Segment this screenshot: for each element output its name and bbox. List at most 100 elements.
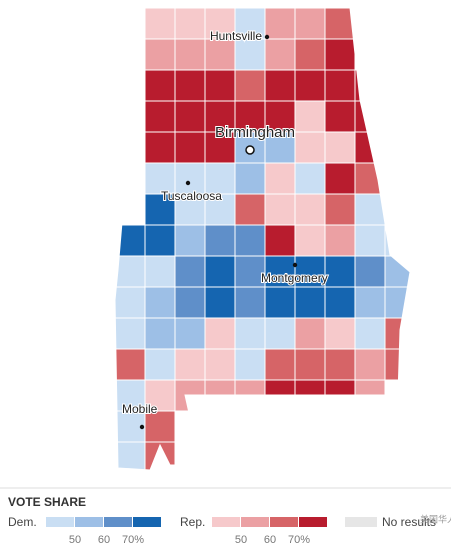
county [204, 286, 236, 319]
county [234, 8, 266, 40]
county [204, 255, 236, 288]
county [354, 131, 386, 164]
county [264, 8, 296, 40]
county [294, 348, 326, 381]
county [115, 317, 146, 350]
county [264, 131, 296, 164]
rep-tick-label: 70% [288, 534, 310, 546]
county [264, 286, 296, 319]
dem-swatch [104, 517, 132, 527]
county [324, 193, 356, 226]
county [174, 224, 206, 257]
county [174, 131, 206, 164]
county [234, 317, 266, 350]
county [204, 8, 236, 40]
county [354, 162, 386, 195]
county [294, 131, 326, 164]
rep-swatch [212, 517, 240, 527]
county [294, 38, 326, 71]
county [294, 100, 326, 133]
county [294, 286, 326, 319]
county [264, 100, 296, 133]
county [234, 38, 266, 71]
county [144, 255, 176, 288]
state-outline [114, 7, 411, 471]
county [354, 100, 386, 133]
county [264, 193, 296, 226]
county [174, 255, 206, 288]
county [324, 317, 356, 350]
county [234, 224, 266, 257]
county [234, 193, 266, 226]
county [204, 224, 236, 257]
county [174, 162, 206, 195]
county [174, 100, 206, 133]
city-marker [245, 145, 255, 155]
county [324, 286, 356, 319]
rep-label: Rep. [180, 515, 205, 529]
dem-tick-label: 60 [98, 534, 110, 546]
county [174, 69, 206, 102]
rep-swatch [270, 517, 298, 527]
county [144, 286, 176, 319]
county [294, 317, 326, 350]
county [144, 348, 176, 381]
county [354, 286, 386, 319]
county [384, 255, 410, 288]
city-marker [292, 262, 298, 268]
county [144, 441, 176, 470]
county [144, 38, 176, 71]
dem-tick-label: 50 [69, 534, 81, 546]
city-label: Birmingham [215, 124, 295, 141]
county [354, 255, 386, 288]
county [324, 255, 356, 288]
county [324, 131, 356, 164]
county [204, 38, 236, 71]
rep-swatch [299, 517, 327, 527]
dem-swatch [46, 517, 74, 527]
county [234, 69, 266, 102]
counties [115, 8, 410, 470]
legend-title: VOTE SHARE [8, 495, 86, 509]
county [144, 8, 176, 40]
county [204, 100, 236, 133]
county [294, 224, 326, 257]
county [144, 69, 176, 102]
dem-label: Dem. [8, 515, 37, 529]
city-label: Tuscaloosa [161, 189, 222, 203]
county [294, 193, 326, 226]
county [324, 348, 356, 381]
cities: Huntsville Birmingham Tuscaloosa Montgomery… [121, 28, 329, 430]
county [264, 162, 296, 195]
county [144, 224, 176, 257]
county [115, 255, 146, 288]
county [144, 317, 176, 350]
rep-swatch [241, 517, 269, 527]
county [324, 8, 356, 40]
county [264, 255, 296, 288]
county [174, 8, 206, 40]
county [294, 69, 326, 102]
county [204, 162, 236, 195]
county [264, 69, 296, 102]
county [384, 286, 410, 319]
county [174, 286, 206, 319]
dem-tick-label: 70% [122, 534, 144, 546]
county [174, 317, 206, 350]
county [384, 348, 410, 381]
county [294, 162, 326, 195]
county [324, 162, 356, 195]
county [324, 224, 356, 257]
county [384, 193, 410, 226]
county [234, 348, 266, 381]
county [204, 69, 236, 102]
county [115, 286, 146, 319]
rep-tick-label: 50 [235, 534, 247, 546]
city-label: Montgomery [261, 271, 328, 285]
county [264, 38, 296, 71]
county [144, 410, 176, 443]
county [144, 379, 176, 412]
county [264, 224, 296, 257]
county [264, 348, 296, 381]
